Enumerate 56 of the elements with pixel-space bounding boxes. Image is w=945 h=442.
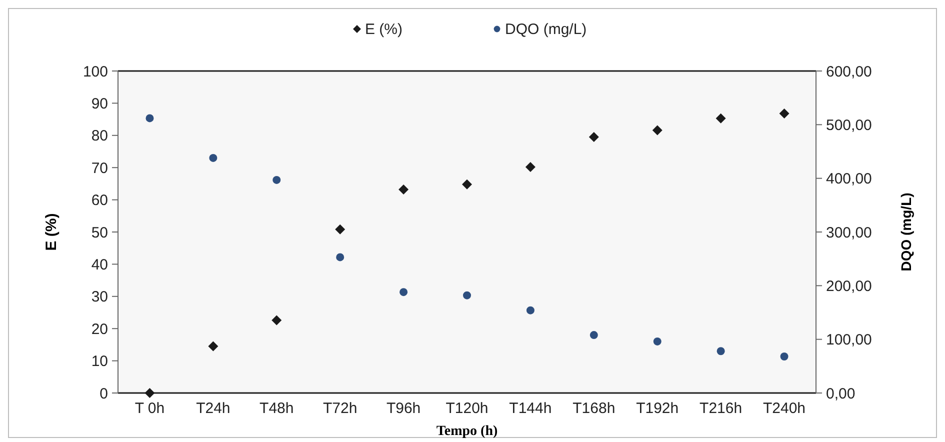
legend-label: E (%) xyxy=(365,21,403,38)
y2-tick-label: 300,00 xyxy=(826,224,872,242)
y2-tick-label: 100,00 xyxy=(826,332,872,349)
point xyxy=(272,176,281,184)
y2-tick-label: 200,00 xyxy=(826,278,872,295)
x-axis-title: Tempo (h) xyxy=(436,424,498,439)
x-tick-label: T216h xyxy=(700,400,742,417)
point xyxy=(716,347,725,356)
point xyxy=(144,388,155,398)
y-tick-label: 10 xyxy=(91,353,108,370)
point xyxy=(462,179,472,190)
point xyxy=(652,125,662,136)
y-tick-label: 90 xyxy=(91,95,108,112)
y-tick-label: 100 xyxy=(82,63,108,80)
x-tick-label: T48h xyxy=(260,400,294,417)
point xyxy=(336,253,344,262)
x-tick-label: T24h xyxy=(196,400,230,417)
point xyxy=(146,114,154,122)
y-axis-title: E (%) xyxy=(43,213,60,251)
point xyxy=(716,113,726,124)
y-tick-label: 40 xyxy=(91,256,108,274)
y2-tick-label: 0,00 xyxy=(826,385,856,402)
point xyxy=(208,341,218,352)
x-tick-label: T144h xyxy=(509,400,552,417)
point xyxy=(463,291,471,300)
x-tick-label: T168h xyxy=(572,400,616,417)
y2-tick-label: 400,00 xyxy=(826,170,872,188)
y2-tick-label: 600,00 xyxy=(826,63,872,80)
point xyxy=(588,132,599,142)
y-tick-label: 30 xyxy=(91,288,108,306)
x-tick-label: T96h xyxy=(386,400,421,417)
x-tick-label: T 0h xyxy=(134,400,165,417)
point xyxy=(525,162,536,172)
y-tick-label: 20 xyxy=(91,320,108,338)
point xyxy=(653,337,662,346)
y-tick-label: 0 xyxy=(100,385,108,402)
point xyxy=(526,306,534,314)
point xyxy=(209,154,218,162)
y2-axis-title: DQO (mg/L) xyxy=(898,192,914,272)
point xyxy=(398,184,409,194)
y-tick-label: 60 xyxy=(91,192,108,210)
x-tick-label: T120h xyxy=(446,400,488,417)
legend-label: DQO (mg/L) xyxy=(505,21,587,38)
x-tick-label: T72h xyxy=(322,400,358,417)
y-tick-label: 70 xyxy=(91,160,108,177)
x-tick-label: T240h xyxy=(763,400,806,417)
y-tick-label: 80 xyxy=(91,128,108,145)
point xyxy=(779,108,790,119)
point xyxy=(335,224,346,234)
x-tick-label: T192h xyxy=(636,400,679,417)
point xyxy=(780,352,788,361)
point xyxy=(272,315,282,326)
point xyxy=(400,288,408,296)
y-tick-label: 50 xyxy=(91,224,108,242)
y2-tick-label: 500,00 xyxy=(826,116,872,134)
point xyxy=(590,331,598,340)
